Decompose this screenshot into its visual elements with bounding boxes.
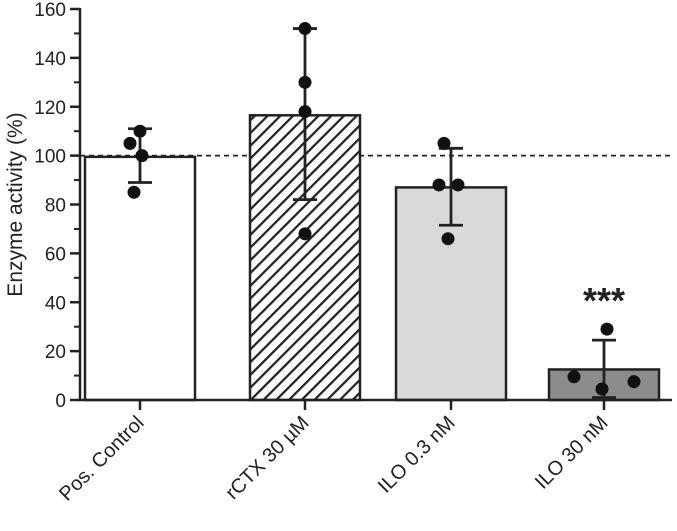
- x-tick-label: rCTX 30 µM: [221, 412, 313, 504]
- data-point: [298, 75, 312, 89]
- data-point: [600, 322, 614, 336]
- data-point: [298, 227, 312, 241]
- data-point: [567, 370, 581, 384]
- x-tick-label: Pos. Control: [55, 412, 148, 505]
- y-tick-label: 100: [34, 147, 66, 168]
- y-tick-label: 60: [45, 244, 66, 265]
- y-axis: 0 20 40 60 80 100 120 140 160: [34, 0, 82, 412]
- data-point: [123, 136, 137, 150]
- data-point: [298, 22, 312, 36]
- data-point: [135, 149, 149, 163]
- data-point: [451, 178, 465, 192]
- y-tick-label: 0: [55, 391, 66, 412]
- x-axis: Pos. Control rCTX 30 µM ILO 0.3 nM ILO 30 n…: [55, 398, 672, 505]
- data-points: [123, 22, 641, 396]
- bars: [83, 114, 661, 402]
- y-tick-label: 160: [34, 0, 66, 21]
- data-point: [127, 185, 141, 199]
- data-point: [627, 375, 641, 389]
- y-tick-label: 120: [34, 98, 66, 119]
- data-point: [595, 382, 609, 396]
- y-tick-label: 20: [45, 342, 66, 363]
- y-tick-label: 140: [34, 49, 66, 70]
- data-point: [432, 178, 446, 192]
- error-bars: [128, 27, 616, 399]
- y-tick-label: 80: [45, 196, 66, 217]
- significance-annotation: ***: [583, 280, 625, 321]
- y-tick-label: 40: [45, 293, 66, 314]
- x-tick-label: ILO 30 nM: [531, 412, 613, 494]
- data-point: [133, 124, 147, 138]
- data-point: [441, 232, 455, 246]
- x-tick-label: ILO 0.3 nM: [374, 412, 460, 498]
- annotations: ***: [583, 280, 625, 321]
- data-point: [298, 105, 312, 119]
- data-point: [437, 136, 451, 150]
- y-axis-title: Enzyme activity (%): [4, 112, 27, 296]
